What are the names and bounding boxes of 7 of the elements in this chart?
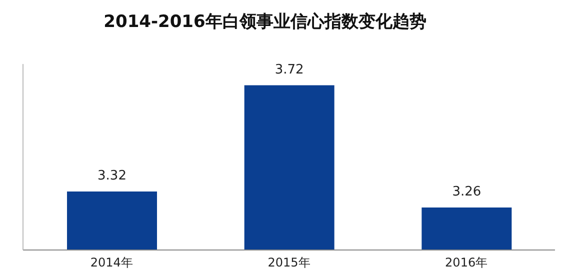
data-label: 3.26 [452, 184, 482, 200]
data-label: 3.72 [274, 62, 304, 78]
x-tick-label: 2014年 [90, 256, 133, 270]
data-label: 3.32 [98, 168, 126, 184]
x-tick-label: 2015年 [268, 256, 310, 270]
x-tick-label: 2016年 [445, 256, 488, 270]
chart-title: 2014-2016年白领事业信心指数变化趋势 [102, 11, 428, 34]
